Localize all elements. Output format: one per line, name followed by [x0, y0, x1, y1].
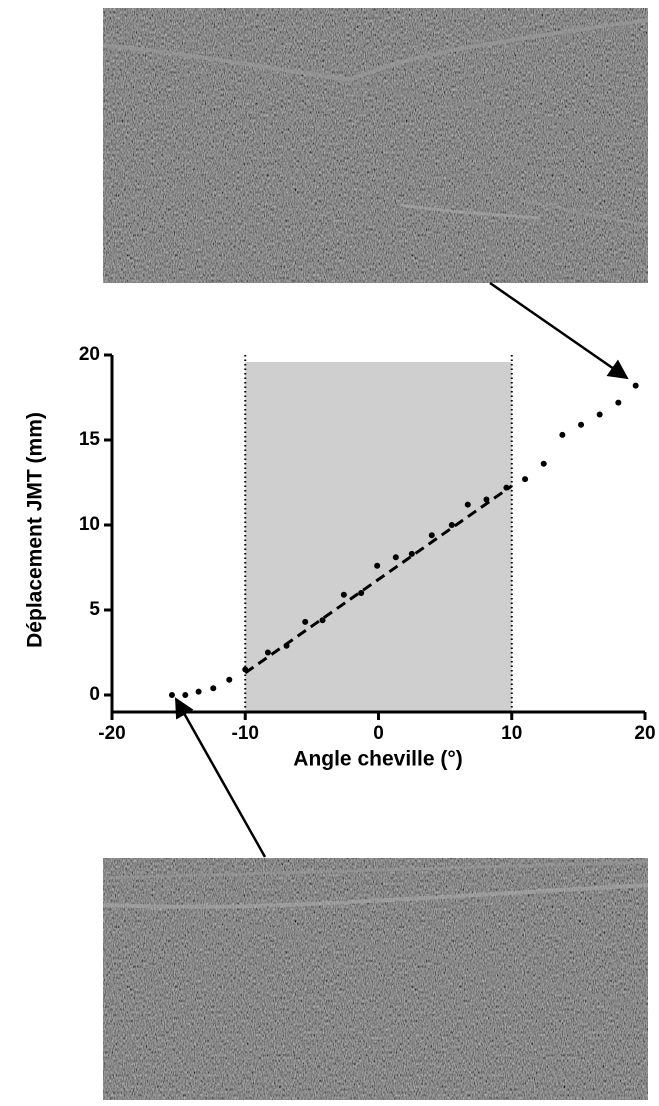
data-point — [358, 590, 365, 596]
y-tick-label: 10 — [79, 514, 100, 535]
ultrasound-image-bottom — [102, 858, 649, 1100]
data-point — [283, 642, 290, 649]
data-point — [632, 382, 639, 389]
x-tick-label: 10 — [501, 723, 522, 744]
data-point — [428, 532, 435, 539]
y-tick-label: 20 — [79, 344, 100, 365]
data-point — [392, 554, 399, 561]
x-tick-label: 20 — [634, 723, 655, 744]
x-tick-label: 0 — [373, 723, 384, 744]
data-point — [464, 501, 471, 508]
data-point — [319, 617, 326, 624]
data-point — [168, 692, 175, 698]
shaded-range — [245, 362, 512, 712]
y-tick-label: 5 — [89, 599, 100, 620]
data-point — [210, 685, 217, 692]
data-point — [578, 421, 585, 428]
data-point — [559, 431, 566, 438]
y-tick-label: 0 — [89, 684, 100, 705]
y-tick-label: 15 — [79, 429, 101, 450]
data-point — [408, 550, 415, 557]
fit-line — [244, 484, 513, 675]
x-tick-label: -10 — [232, 723, 259, 744]
data-point — [540, 460, 547, 467]
data-point — [195, 688, 202, 695]
data-point — [483, 496, 490, 503]
data-point — [522, 476, 529, 483]
data-point — [226, 676, 233, 683]
data-point — [374, 562, 381, 569]
data-point — [615, 399, 622, 406]
data-point — [340, 591, 347, 598]
data-point — [242, 666, 249, 673]
ultrasound-image-top — [102, 8, 649, 283]
data-point — [302, 618, 309, 625]
data-point — [182, 692, 189, 698]
arrow — [489, 281, 629, 380]
data-point — [264, 649, 271, 656]
y-axis-title: Déplacement JMT (mm) — [24, 412, 47, 648]
arrow — [174, 697, 267, 858]
x-tick-label: -20 — [98, 723, 125, 744]
x-axis-title: Angle cheville (°) — [293, 748, 462, 771]
data-point — [448, 522, 455, 528]
data-point — [596, 411, 603, 418]
data-point — [503, 484, 510, 491]
plot-area: -20 -10 0 10 20 0 5 10 15 20 — [79, 344, 656, 744]
